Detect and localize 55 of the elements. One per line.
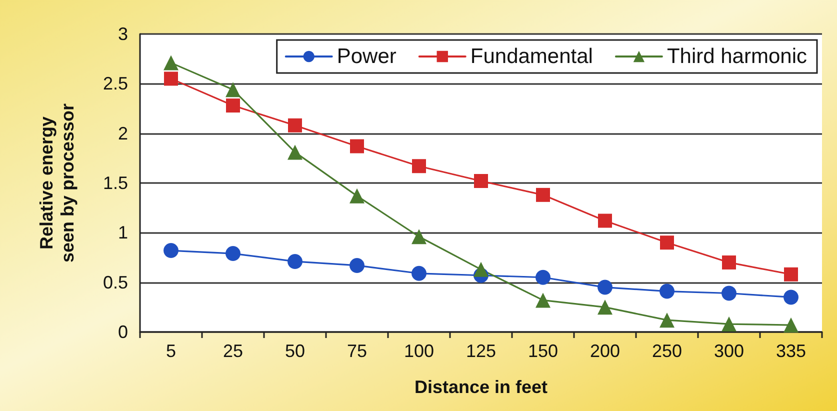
point: [722, 286, 736, 301]
point: [536, 188, 550, 202]
point: [350, 139, 364, 154]
point: [784, 290, 798, 305]
x-axis-title: Distance in feet: [414, 377, 548, 397]
point: [412, 229, 426, 244]
point: [784, 318, 798, 333]
legend-label: Power: [336, 45, 396, 68]
point: [660, 236, 674, 250]
point: [288, 254, 302, 269]
y-axis-title: Relative energy seen by processor: [36, 103, 78, 263]
point: [412, 159, 426, 174]
x-tick-label: 25: [222, 341, 244, 361]
point: [288, 118, 302, 132]
point: [474, 174, 488, 188]
x-tick-label: 335: [776, 341, 806, 361]
point: [784, 267, 798, 282]
point: [598, 280, 612, 295]
point: [226, 246, 240, 262]
point: [598, 214, 612, 228]
point: [164, 243, 178, 258]
point: [660, 312, 674, 328]
x-tick-label: 250: [652, 341, 682, 361]
point: [722, 316, 736, 332]
point: [350, 188, 364, 204]
point: [164, 55, 178, 70]
point: [412, 266, 426, 281]
x-tick-label: 150: [528, 341, 558, 361]
point: [536, 292, 550, 308]
point: [598, 300, 612, 315]
y-tick-label: 3: [118, 24, 128, 44]
y-tick-label: 1: [118, 222, 128, 243]
point: [474, 262, 488, 277]
legend-label: Third harmonic: [666, 45, 808, 68]
x-tick-label: 75: [346, 341, 368, 361]
y-tick-label: 2.5: [102, 74, 128, 94]
point: [226, 98, 240, 113]
point: [226, 82, 240, 98]
x-tick-label: 5: [166, 341, 176, 361]
legend-label: Fundamental: [470, 45, 593, 68]
point: [722, 255, 736, 270]
x-tick-label: 200: [590, 341, 620, 361]
x-tick-label: 125: [466, 341, 496, 361]
point: [536, 270, 550, 285]
y-tick-label: 0.5: [102, 272, 128, 292]
x-tick-label: 100: [404, 341, 434, 361]
y-tick-label: 2: [118, 123, 128, 144]
y-tick-label: 1.5: [102, 173, 128, 193]
point: [288, 144, 302, 160]
x-tick-label: 50: [284, 341, 306, 361]
point: [350, 258, 364, 273]
y-tick-label: 0: [118, 322, 128, 342]
point: [164, 72, 178, 86]
point: [660, 284, 674, 299]
x-tick-label: 300: [714, 341, 744, 361]
